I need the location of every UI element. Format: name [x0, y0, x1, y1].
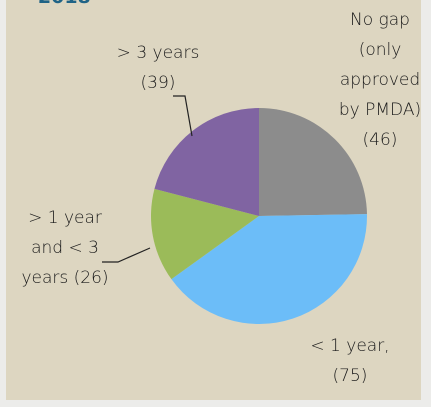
category-label: > 1 year and < 3 years	[21, 208, 102, 288]
pie-slice	[171, 214, 367, 324]
slice-label: No gap (only approved by PMDA) (46)	[330, 5, 430, 155]
category-label: No gap (only approved by PMDA)	[338, 10, 422, 120]
pie	[151, 108, 367, 324]
value-label: (39)	[140, 73, 176, 93]
value-label: (46)	[362, 130, 398, 150]
pie-slice	[259, 108, 367, 216]
category-label: < 1 year,	[310, 336, 390, 356]
leader-line	[173, 95, 193, 137]
slice-label: > 1 year and < 3 years (26)	[16, 203, 114, 293]
pie-slice	[151, 188, 259, 280]
value-label: (26)	[73, 268, 109, 288]
chart-title: -2018	[30, 0, 91, 8]
leader-line	[102, 247, 151, 263]
category-label: > 3 years	[116, 43, 200, 63]
value-label: (75)	[332, 366, 368, 386]
pie-slice	[154, 108, 259, 216]
slice-label: > 3 years (39)	[108, 38, 208, 98]
slice-label: < 1 year, (75)	[305, 331, 395, 391]
